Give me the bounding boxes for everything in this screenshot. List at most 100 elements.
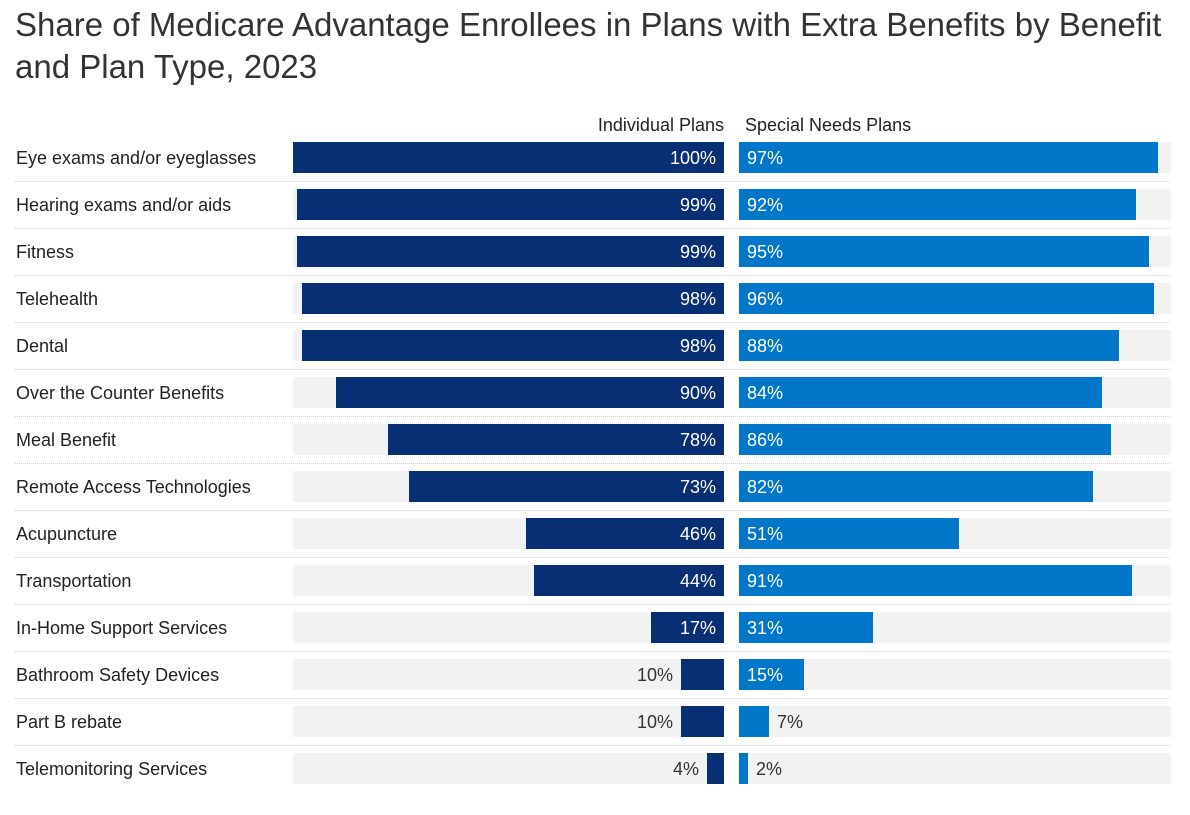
individual-plans-bar xyxy=(388,424,724,455)
individual-plans-track xyxy=(293,612,724,643)
row-divider xyxy=(15,745,1170,746)
special-needs-plans-bar xyxy=(739,283,1154,314)
special-needs-plans-value: 31% xyxy=(747,618,784,638)
special-needs-plans-track xyxy=(739,471,1171,502)
row-divider xyxy=(15,651,1170,652)
individual-plans-track xyxy=(293,471,724,502)
row-divider xyxy=(15,557,1170,558)
individual-plans-track xyxy=(293,565,724,596)
category-label: Remote Access Technologies xyxy=(16,477,251,497)
special-needs-plans-track xyxy=(739,518,1171,549)
special-needs-plans-track xyxy=(739,659,1171,690)
chart-row: Fitness 99% 95% xyxy=(0,228,1190,275)
row-divider xyxy=(15,322,1170,323)
row-divider xyxy=(15,510,1170,511)
category-label: Dental xyxy=(16,336,69,356)
special-needs-plans-bar xyxy=(739,142,1158,173)
chart-row: Telehealth 98% 96% xyxy=(0,275,1190,322)
chart-row: Acupuncture 46% 51% xyxy=(0,510,1190,557)
individual-plans-bar xyxy=(409,471,724,502)
special-needs-plans-value: 82% xyxy=(747,477,784,497)
individual-plans-value: 44% xyxy=(679,571,716,591)
chart-row: Eye exams and/or eyeglasses 100% 97% xyxy=(0,134,1190,181)
special-needs-plans-bar xyxy=(739,377,1102,408)
individual-plans-track xyxy=(293,706,724,737)
individual-plans-bar xyxy=(297,189,724,220)
category-label: Hearing exams and/or aids xyxy=(16,195,232,215)
category-label: Transportation xyxy=(16,571,132,591)
individual-plans-value: 98% xyxy=(679,289,716,309)
chart-row: Remote Access Technologies 73% 82% xyxy=(0,463,1190,510)
special-needs-plans-track xyxy=(739,283,1171,314)
individual-plans-track xyxy=(293,236,724,267)
individual-plans-header: Individual Plans xyxy=(597,115,724,135)
individual-plans-track xyxy=(293,659,724,690)
row-divider xyxy=(15,275,1170,276)
category-label: Over the Counter Benefits xyxy=(16,383,225,403)
individual-plans-bar xyxy=(336,377,724,408)
special-needs-plans-value: 96% xyxy=(747,289,784,309)
category-label: Telehealth xyxy=(16,289,99,309)
special-needs-plans-track xyxy=(739,565,1171,596)
individual-plans-track xyxy=(293,424,724,455)
row-divider xyxy=(15,604,1170,605)
individual-plans-value: 10% xyxy=(636,712,673,732)
category-label: Acupuncture xyxy=(16,524,118,544)
individual-plans-bar xyxy=(297,236,724,267)
individual-plans-track xyxy=(293,377,724,408)
special-needs-plans-bar xyxy=(739,424,1111,455)
chart-row: In-Home Support Services 17% 31% xyxy=(0,604,1190,651)
individual-plans-value: 100% xyxy=(669,148,716,168)
category-label: Fitness xyxy=(16,242,75,262)
category-label: Bathroom Safety Devices xyxy=(16,665,220,685)
special-needs-plans-track xyxy=(739,424,1171,455)
row-divider xyxy=(15,181,1170,182)
row-divider xyxy=(15,228,1170,229)
special-needs-plans-value: 51% xyxy=(747,524,784,544)
special-needs-plans-bar xyxy=(739,612,873,643)
special-needs-plans-bar xyxy=(739,189,1136,220)
individual-plans-value: 98% xyxy=(679,336,716,356)
special-needs-plans-track xyxy=(739,377,1171,408)
special-needs-plans-value: 91% xyxy=(747,571,784,591)
individual-plans-value: 90% xyxy=(679,383,716,403)
individual-plans-bar xyxy=(302,283,724,314)
chart-row: Over the Counter Benefits 90% 84% xyxy=(0,369,1190,416)
individual-plans-track xyxy=(293,330,724,361)
special-needs-plans-bar xyxy=(739,565,1132,596)
chart-row: Dental 98% 88% xyxy=(0,322,1190,369)
special-needs-plans-bar xyxy=(739,330,1119,361)
row-divider xyxy=(15,463,1170,464)
row-divider xyxy=(15,416,1170,417)
special-needs-plans-value: 88% xyxy=(747,336,784,356)
individual-plans-value: 10% xyxy=(636,665,673,685)
category-label: Telemonitoring Services xyxy=(16,759,208,779)
individual-plans-value: 46% xyxy=(679,524,716,544)
special-needs-plans-value: 95% xyxy=(747,242,784,262)
individual-plans-bar xyxy=(681,706,724,737)
individual-plans-bar xyxy=(681,659,724,690)
individual-plans-bar xyxy=(707,753,724,784)
special-needs-plans-bar xyxy=(739,236,1149,267)
row-divider xyxy=(15,698,1170,699)
special-needs-plans-track xyxy=(739,142,1171,173)
special-needs-plans-track xyxy=(739,236,1171,267)
chart-row: Part B rebate 10% 7% xyxy=(0,698,1190,745)
chart-row: Telemonitoring Services 4% 2% xyxy=(0,745,1190,792)
individual-plans-value: 17% xyxy=(679,618,716,638)
chart-title: Share of Medicare Advantage Enrollees in… xyxy=(15,6,1162,85)
individual-plans-bar xyxy=(534,565,724,596)
special-needs-plans-bar xyxy=(739,659,804,690)
individual-plans-track xyxy=(293,283,724,314)
special-needs-plans-value: 7% xyxy=(777,712,804,732)
individual-plans-bar xyxy=(293,142,724,173)
special-needs-plans-value: 97% xyxy=(747,148,784,168)
special-needs-plans-bar xyxy=(739,518,959,549)
category-label: Meal Benefit xyxy=(16,430,117,450)
chart-row: Bathroom Safety Devices 10% 15% xyxy=(0,651,1190,698)
special-needs-plans-track xyxy=(739,753,1171,784)
chart-row: Hearing exams and/or aids 99% 92% xyxy=(0,181,1190,228)
individual-plans-bar xyxy=(302,330,724,361)
individual-plans-value: 99% xyxy=(679,195,716,215)
individual-plans-value: 78% xyxy=(679,430,716,450)
